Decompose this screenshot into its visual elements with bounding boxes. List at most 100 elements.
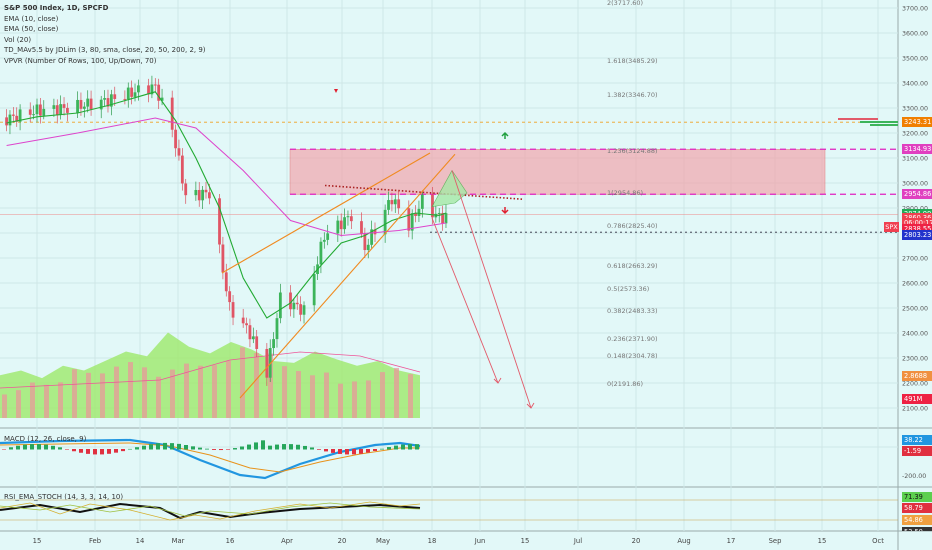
resistance-zone bbox=[289, 149, 826, 195]
volume-bar bbox=[324, 372, 329, 418]
volume-bar bbox=[408, 374, 413, 418]
macd-hist-bar bbox=[142, 445, 146, 450]
x-axis-label: May bbox=[375, 537, 391, 545]
candle-body bbox=[204, 189, 208, 193]
down-arrow-icon bbox=[501, 207, 509, 215]
chart-title: S&P 500 Index, 1D, SPCFD bbox=[4, 4, 109, 12]
macd-hist-bar bbox=[44, 444, 48, 450]
candle-body bbox=[373, 229, 377, 235]
candle-body bbox=[302, 305, 306, 315]
macd-hist-bar bbox=[72, 449, 76, 452]
candle-body bbox=[346, 216, 350, 218]
x-axis-label: 15 bbox=[32, 537, 42, 545]
macd-hist-bar bbox=[163, 442, 167, 450]
candle-body bbox=[153, 84, 157, 86]
macd-hist-bar bbox=[268, 445, 272, 450]
candle-body bbox=[410, 213, 414, 231]
x-axis-label: Mar bbox=[171, 537, 185, 545]
price-label: 491M bbox=[902, 394, 932, 405]
volume-bar bbox=[198, 365, 203, 418]
up-arrow-icon bbox=[501, 131, 509, 139]
fib-label: 0.786(2825.40) bbox=[607, 221, 658, 230]
candle-body bbox=[32, 114, 36, 116]
macd-hist-bar bbox=[247, 444, 251, 450]
candle-body bbox=[343, 217, 346, 230]
candle-body bbox=[289, 292, 292, 310]
x-axis-label: 20 bbox=[631, 537, 641, 545]
macd-hist-bar bbox=[338, 449, 342, 454]
macd-hist-bar bbox=[149, 444, 153, 450]
arrowhead-2 bbox=[526, 402, 535, 409]
volume-bar bbox=[184, 363, 189, 418]
price-label: 2954.86 bbox=[902, 189, 932, 200]
stoch-k-line bbox=[0, 501, 421, 521]
macd-hist-bar bbox=[331, 449, 335, 453]
candle-body bbox=[387, 200, 390, 210]
x-axis-label: Aug bbox=[677, 537, 691, 545]
macd-hist-bar bbox=[401, 444, 405, 450]
candle-body bbox=[366, 244, 370, 251]
volume-bar bbox=[394, 368, 399, 418]
candle-body bbox=[28, 109, 32, 115]
macd-hist-bar bbox=[30, 444, 34, 450]
indicator-ema50[interactable]: EMA (50, close) bbox=[4, 25, 59, 33]
macd-hist-bar bbox=[233, 448, 237, 450]
candle-body bbox=[62, 104, 66, 108]
candle-body bbox=[194, 189, 198, 196]
wedge-upper bbox=[221, 152, 431, 274]
macd-hist-bar bbox=[58, 447, 62, 450]
indicator-volume[interactable]: Vol (20) bbox=[4, 35, 32, 44]
macd-hist-bar bbox=[114, 449, 118, 453]
indicator-ema10[interactable]: EMA (10, close) bbox=[4, 14, 59, 23]
macd-hist-bar bbox=[219, 449, 223, 451]
candle-body bbox=[322, 239, 326, 242]
candle-body bbox=[241, 317, 245, 324]
macd-hist-bar bbox=[86, 449, 90, 454]
volume-bar bbox=[296, 371, 301, 418]
candle-body bbox=[326, 233, 330, 240]
macd-title[interactable]: MACD (12, 26, close, 9) bbox=[4, 435, 87, 443]
candle-body bbox=[224, 272, 228, 292]
candle-body bbox=[106, 98, 110, 107]
volume-bar bbox=[366, 380, 371, 418]
y-tick-label: 3400.00 bbox=[902, 81, 928, 88]
candle-body bbox=[133, 92, 137, 97]
candle-body bbox=[390, 200, 394, 205]
candle-body bbox=[18, 109, 22, 122]
macd-hist-bar bbox=[373, 449, 377, 451]
volume-bar bbox=[212, 365, 217, 418]
fib-label: 0.5(2573.36) bbox=[607, 284, 650, 293]
x-axis-label: 14 bbox=[135, 537, 145, 545]
candle-body bbox=[349, 216, 353, 222]
candle-body bbox=[86, 98, 90, 107]
candle-body bbox=[137, 85, 140, 93]
series-ema50 bbox=[6, 117, 447, 237]
fib-label: 1(2954.86) bbox=[607, 189, 644, 198]
candle-body bbox=[170, 97, 174, 130]
macd-hist-bar bbox=[282, 444, 286, 450]
macd-hist-bar bbox=[352, 449, 356, 455]
price-label: 3134.93 bbox=[902, 144, 932, 155]
macd-hist-bar bbox=[23, 444, 27, 450]
macd-hist-bar bbox=[170, 443, 174, 450]
vpvr-bar bbox=[860, 121, 898, 123]
indicator-td-ma[interactable]: TD_MAv5.5 by JDLim (3, 80, sma, close, 2… bbox=[4, 46, 206, 54]
candle-body bbox=[393, 199, 397, 205]
series-ema10 bbox=[6, 91, 447, 319]
candle-body bbox=[437, 212, 441, 214]
symbol-tag: SPX bbox=[884, 222, 899, 232]
x-axis-label: 20 bbox=[337, 537, 347, 545]
price-label: 2838.55 bbox=[902, 224, 932, 235]
candle-body bbox=[299, 304, 303, 315]
candle-body bbox=[278, 292, 282, 319]
volume-bar bbox=[128, 362, 133, 418]
volume-bar bbox=[142, 367, 147, 418]
y-tick-label: 2100.00 bbox=[902, 406, 928, 413]
indicator-vpvr[interactable]: VPVR (Number Of Rows, 100, Up/Down, 70) bbox=[4, 56, 157, 65]
macd-line bbox=[0, 438, 421, 480]
candle-body bbox=[150, 84, 154, 95]
candle-body bbox=[123, 98, 127, 100]
rsi-value-label: 53.50 bbox=[902, 527, 932, 531]
rsi-title[interactable]: RSI_EMA_STOCH (14, 3, 3, 14, 10) bbox=[4, 493, 124, 501]
